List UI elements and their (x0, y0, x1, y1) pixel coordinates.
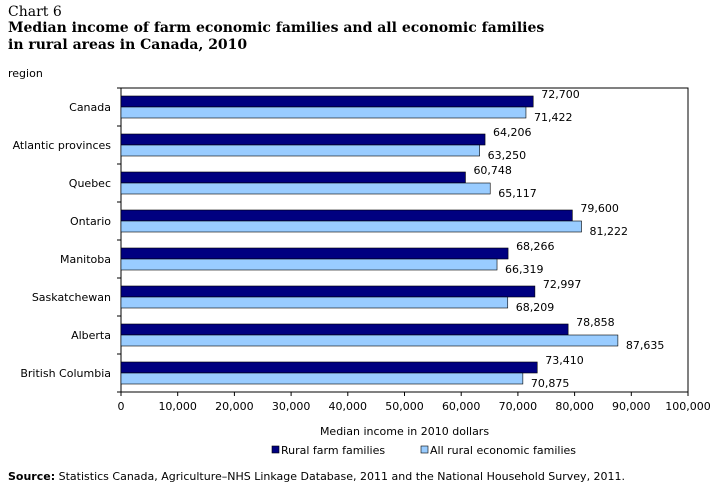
data-label: 72,700 (541, 88, 580, 101)
x-tick-label: 0 (118, 400, 125, 413)
data-label: 64,206 (493, 126, 532, 139)
chart-title-line-2: in rural areas in Canada, 2010 (8, 37, 248, 53)
legend-rural-farm-label: Rural farm families (281, 444, 385, 457)
x-tick-label: 80,000 (555, 400, 594, 413)
data-label: 71,422 (534, 111, 573, 124)
data-label: 63,250 (488, 149, 527, 162)
chart-header: Chart 6 Median income of farm economic f… (8, 4, 544, 54)
data-label: 65,117 (498, 187, 537, 200)
chart-title-line-1: Median income of farm economic families … (8, 20, 545, 36)
data-label: 79,600 (580, 202, 619, 215)
category-label: Quebec (69, 177, 111, 190)
category-label: Atlantic provinces (13, 139, 112, 152)
x-tick-label: 10,000 (158, 400, 197, 413)
bar-rural-farm (120, 171, 466, 184)
x-tick-label: 20,000 (215, 400, 254, 413)
data-label: 66,319 (505, 263, 543, 276)
bar-all-rural (120, 296, 509, 309)
bar-rural-farm (120, 247, 509, 260)
x-axis-title: Median income in 2010 dollars (320, 425, 489, 438)
y-axis-label: region (8, 67, 43, 80)
plot-area-border (120, 87, 689, 393)
bar-rural-farm (120, 133, 486, 146)
x-tick-label: 70,000 (499, 400, 538, 413)
x-tick-label: 40,000 (329, 400, 368, 413)
bar-all-rural (120, 372, 524, 385)
data-label: 78,858 (576, 316, 615, 329)
category-label: Manitoba (60, 253, 111, 266)
bar-rural-farm (120, 361, 538, 374)
source-note: Source: Statistics Canada, Agriculture–N… (8, 470, 625, 483)
x-tick-label: 100,000 (665, 400, 711, 413)
chart-number: Chart 6 (8, 4, 62, 20)
bar-all-rural (120, 144, 480, 157)
x-tick-label: 30,000 (272, 400, 311, 413)
x-tick-label: 90,000 (612, 400, 651, 413)
bar-all-rural (120, 334, 619, 347)
bar-all-rural (120, 106, 527, 119)
data-label: 73,410 (545, 354, 584, 367)
bar-rural-farm (120, 285, 536, 298)
data-label: 60,748 (473, 164, 512, 177)
category-label: Alberta (71, 329, 111, 342)
category-label: British Columbia (20, 367, 111, 380)
category-label: Canada (69, 101, 111, 114)
data-label: 68,209 (516, 301, 555, 314)
bar-rural-farm (120, 209, 573, 222)
source-label: Source: (8, 470, 56, 483)
x-tick-label: 60,000 (442, 400, 481, 413)
bar-all-rural (120, 220, 582, 233)
x-tick-label: 50,000 (385, 400, 424, 413)
category-label: Ontario (70, 215, 111, 228)
data-label: 81,222 (590, 225, 629, 238)
source-text: Statistics Canada, Agriculture–NHS Linka… (55, 470, 626, 483)
data-label: 72,997 (543, 278, 582, 291)
data-label: 70,875 (531, 377, 570, 390)
legend-rural-farm-swatch (271, 445, 280, 454)
bar-rural-farm (120, 323, 569, 336)
legend-all-rural-swatch (420, 445, 429, 454)
bar-all-rural (120, 258, 498, 271)
data-label: 87,635 (626, 339, 665, 352)
bar-chart: 0 10,000 20,000 30,000 40,000 50,000 60,000 70,… (13, 87, 711, 457)
legend-all-rural-label: All rural economic families (430, 444, 576, 457)
bar-all-rural (120, 182, 491, 195)
bar-rural-farm (120, 95, 534, 108)
data-label: 68,266 (516, 240, 555, 253)
category-label: Saskatchewan (32, 291, 111, 304)
